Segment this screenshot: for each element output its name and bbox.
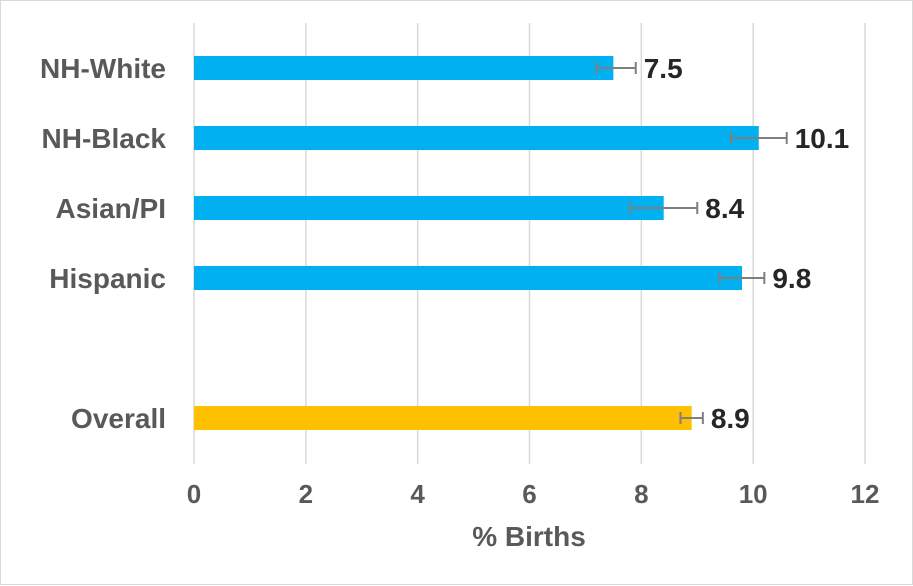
x-tick-label: 2: [299, 479, 313, 509]
bar-overall: [194, 406, 692, 430]
x-tick-label: 12: [851, 479, 880, 509]
x-tick-label: 8: [634, 479, 648, 509]
data-labels: 7.5 10.1 8.4 9.8 8.9: [644, 53, 849, 434]
data-label: 7.5: [644, 53, 683, 84]
gridlines: [193, 23, 866, 464]
error-bar: [718, 272, 766, 284]
x-tick-label: 0: [187, 479, 201, 509]
bar-nh-white: [194, 56, 614, 80]
data-label: 9.8: [772, 263, 811, 294]
error-bar: [729, 132, 788, 144]
data-label: 10.1: [795, 123, 850, 154]
bar-asian-pi: [194, 196, 664, 220]
bar-hispanic: [194, 266, 742, 290]
category-label: Overall: [71, 403, 166, 434]
category-labels: NH-White NH-Black Asian/PI Hispanic Overall: [40, 53, 166, 434]
data-label: 8.4: [705, 193, 744, 224]
error-bars: [595, 62, 788, 424]
category-label: Asian/PI: [56, 193, 166, 224]
data-label: 8.9: [711, 403, 750, 434]
x-axis-title: % Births: [472, 521, 586, 552]
x-tick-label: 6: [522, 479, 536, 509]
error-bar: [595, 62, 637, 74]
error-bar: [679, 412, 704, 424]
error-bar: [629, 202, 699, 214]
x-tick-label: 4: [410, 479, 425, 509]
x-tick-labels: 0 2 4 6 8 10 12: [187, 479, 880, 509]
x-tick-label: 10: [739, 479, 768, 509]
category-label: NH-White: [40, 53, 166, 84]
bars: [194, 56, 759, 430]
category-label: NH-Black: [42, 123, 167, 154]
bar-nh-black: [194, 126, 759, 150]
category-label: Hispanic: [49, 263, 166, 294]
